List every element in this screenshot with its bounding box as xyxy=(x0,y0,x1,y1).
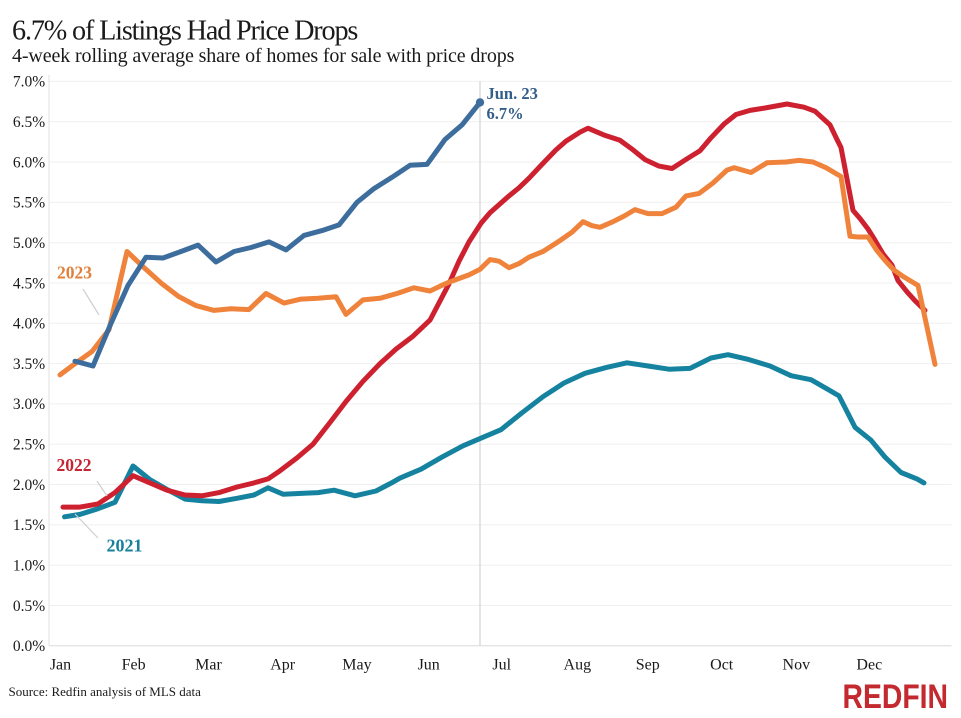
svg-text:1.0%: 1.0% xyxy=(13,558,45,575)
svg-text:May: May xyxy=(342,657,371,674)
svg-text:6.0%: 6.0% xyxy=(13,154,45,171)
svg-text:7.0%: 7.0% xyxy=(13,74,45,91)
svg-text:Jul: Jul xyxy=(492,657,511,674)
svg-text:6.7%: 6.7% xyxy=(487,104,524,123)
svg-text:0.0%: 0.0% xyxy=(13,638,45,655)
svg-text:4-week rolling average share o: 4-week rolling average share of homes fo… xyxy=(12,45,515,67)
svg-text:Dec: Dec xyxy=(856,657,882,674)
svg-text:3.0%: 3.0% xyxy=(13,396,45,413)
svg-text:3.5%: 3.5% xyxy=(13,356,45,373)
svg-text:2021: 2021 xyxy=(107,536,143,556)
svg-text:Mar: Mar xyxy=(195,657,222,674)
svg-text:4.5%: 4.5% xyxy=(13,275,45,292)
svg-text:Feb: Feb xyxy=(122,657,146,674)
svg-text:Aug: Aug xyxy=(564,657,592,674)
svg-text:Oct: Oct xyxy=(710,657,734,674)
svg-text:0.5%: 0.5% xyxy=(13,598,45,615)
svg-text:Jun: Jun xyxy=(418,657,440,674)
svg-text:6.5%: 6.5% xyxy=(13,114,45,131)
svg-text:Jan: Jan xyxy=(50,657,71,674)
svg-text:Sep: Sep xyxy=(636,657,660,674)
svg-text:2.0%: 2.0% xyxy=(13,477,45,494)
svg-text:2023: 2023 xyxy=(57,263,92,283)
svg-text:4.0%: 4.0% xyxy=(13,316,45,333)
svg-text:2.5%: 2.5% xyxy=(13,437,45,454)
svg-text:6.7% of Listings Had Price Dro: 6.7% of Listings Had Price Drops xyxy=(12,16,357,47)
svg-text:Source: Redfin analysis of MLS: Source: Redfin analysis of MLS data xyxy=(9,684,202,699)
svg-text:Nov: Nov xyxy=(783,657,811,674)
svg-text:5.0%: 5.0% xyxy=(13,235,45,252)
svg-text:1.5%: 1.5% xyxy=(13,517,45,534)
svg-text:Jun. 23: Jun. 23 xyxy=(487,84,538,103)
svg-text:Apr: Apr xyxy=(270,657,296,674)
svg-text:5.5%: 5.5% xyxy=(13,195,45,212)
svg-text:2022: 2022 xyxy=(57,455,92,475)
svg-text:REDFIN: REDFIN xyxy=(843,678,949,716)
